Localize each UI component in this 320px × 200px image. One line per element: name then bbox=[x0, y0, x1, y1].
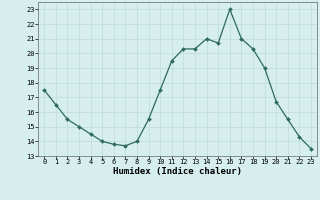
X-axis label: Humidex (Indice chaleur): Humidex (Indice chaleur) bbox=[113, 167, 242, 176]
